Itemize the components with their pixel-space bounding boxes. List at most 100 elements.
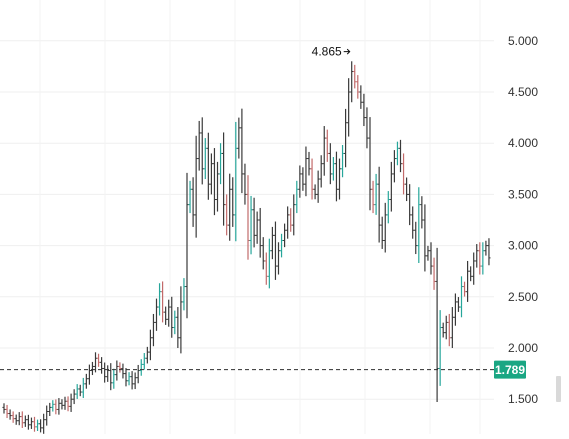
ohlc-bar (234, 121, 238, 242)
ohlc-bar (484, 240, 488, 256)
ohlc-bar (417, 187, 421, 264)
ohlc-bar (188, 180, 192, 214)
ohlc-bar (438, 310, 442, 386)
ohlc-bar (35, 419, 40, 431)
ohlc-bar (200, 117, 204, 185)
ohlc-bar (115, 360, 119, 381)
ohlc-bar (206, 132, 210, 200)
ohlc-bar (225, 194, 229, 236)
ohlc-bar (383, 202, 387, 253)
ohlc-bar (462, 281, 467, 297)
ohlc-bar (411, 206, 415, 239)
y-tick-label: 4.500 (508, 85, 538, 99)
ohlc-bar (255, 211, 259, 244)
ohlc-bar (289, 208, 293, 232)
ohlc-bar (136, 364, 140, 384)
ohlc-bar (398, 139, 403, 173)
current-price-badge (494, 360, 526, 379)
ohlc-bar (261, 237, 265, 270)
ohlc-bar (218, 143, 223, 185)
ohlc-bar (371, 180, 375, 214)
ohlc-bar (304, 146, 308, 197)
ohlc-bar (228, 173, 232, 241)
ohlc-bar (444, 315, 448, 340)
ohlc-bar (191, 177, 195, 227)
ohlc-bar (197, 120, 201, 171)
ohlc-bar (453, 293, 457, 326)
ohlc-bar (331, 157, 335, 181)
y-tick-label: 1.500 (508, 392, 538, 406)
ohlc-bar (374, 173, 378, 215)
ohlc-bar (273, 221, 278, 280)
ohlc-bar (182, 278, 186, 311)
ohlc-bar (42, 413, 46, 434)
ohlc-bar (420, 196, 424, 229)
ohlc-bar (185, 172, 189, 319)
ohlc-bar (130, 371, 134, 390)
ohlc-bar (270, 226, 274, 260)
ohlc-bar (29, 417, 34, 429)
ohlc-bar (432, 257, 436, 290)
ohlc-bar (481, 242, 485, 275)
ohlc-bar (408, 184, 412, 226)
ohlc-bar (237, 117, 241, 159)
ohlc-bar (435, 247, 439, 403)
ohlc-bar (51, 400, 55, 412)
ohlc-bar (359, 85, 363, 109)
ohlc-bar (353, 64, 357, 89)
y-tick-label: 4.000 (508, 136, 538, 150)
current-price-label: 1.789 (495, 363, 525, 377)
ohlc-bar (106, 365, 110, 382)
y-tick-label: 3.000 (508, 239, 538, 253)
ohlc-bar (154, 298, 159, 331)
ohlc-bar (179, 286, 183, 354)
ohlc-bar (176, 307, 180, 348)
ohlc-bar (90, 361, 95, 376)
price-bars (2, 61, 491, 434)
ohlc-bar (48, 402, 52, 416)
ohlc-bar (45, 405, 49, 426)
ohlc-bar (325, 129, 329, 162)
ohlc-bar (63, 396, 67, 410)
ohlc-bar (362, 93, 366, 127)
ohlc-bar (307, 151, 311, 176)
ohlc-bar (26, 414, 30, 430)
ohlc-bar (386, 191, 390, 224)
ohlc-bar (194, 135, 198, 238)
ohlc-bar (11, 411, 15, 423)
ohlc-bar (286, 206, 290, 239)
ohlc-bar (264, 252, 268, 285)
ohlc-bar (72, 389, 76, 405)
ohlc-bar (32, 416, 37, 432)
ohlc-bar (487, 238, 491, 266)
ohlc-bar (316, 170, 320, 203)
ohlc-bar (2, 403, 6, 414)
ohlc-bar (243, 163, 247, 205)
ohlc-bar (145, 346, 149, 364)
ohlc-bar (319, 155, 323, 188)
peak-value-label: 4.865 (312, 45, 342, 59)
ohlc-bar (334, 151, 339, 202)
ohlc-bar (459, 276, 464, 318)
ohlc-bar (103, 362, 107, 383)
ohlc-bar (23, 415, 27, 427)
ohlc-bar (350, 61, 354, 103)
ohlc-bar (14, 414, 18, 425)
ohlc-bar (75, 384, 79, 399)
ohlc-bar (423, 204, 427, 272)
ohlc-bar (139, 359, 143, 376)
ohlc-bar (292, 194, 296, 236)
ohlc-bar (93, 352, 98, 373)
ohlc-bar (258, 207, 262, 258)
ohlc-bar (215, 161, 220, 212)
ohlc-bar (167, 299, 171, 327)
ohlc-bar (328, 143, 332, 185)
scrollbar-handle[interactable] (556, 376, 561, 402)
ohlc-bar (377, 166, 381, 243)
ohlc-bar (39, 419, 43, 433)
ohlc-bar (344, 108, 348, 168)
ohlc-bar (240, 108, 244, 194)
ohlc-bar (112, 368, 116, 389)
ohlc-bar (447, 313, 451, 347)
